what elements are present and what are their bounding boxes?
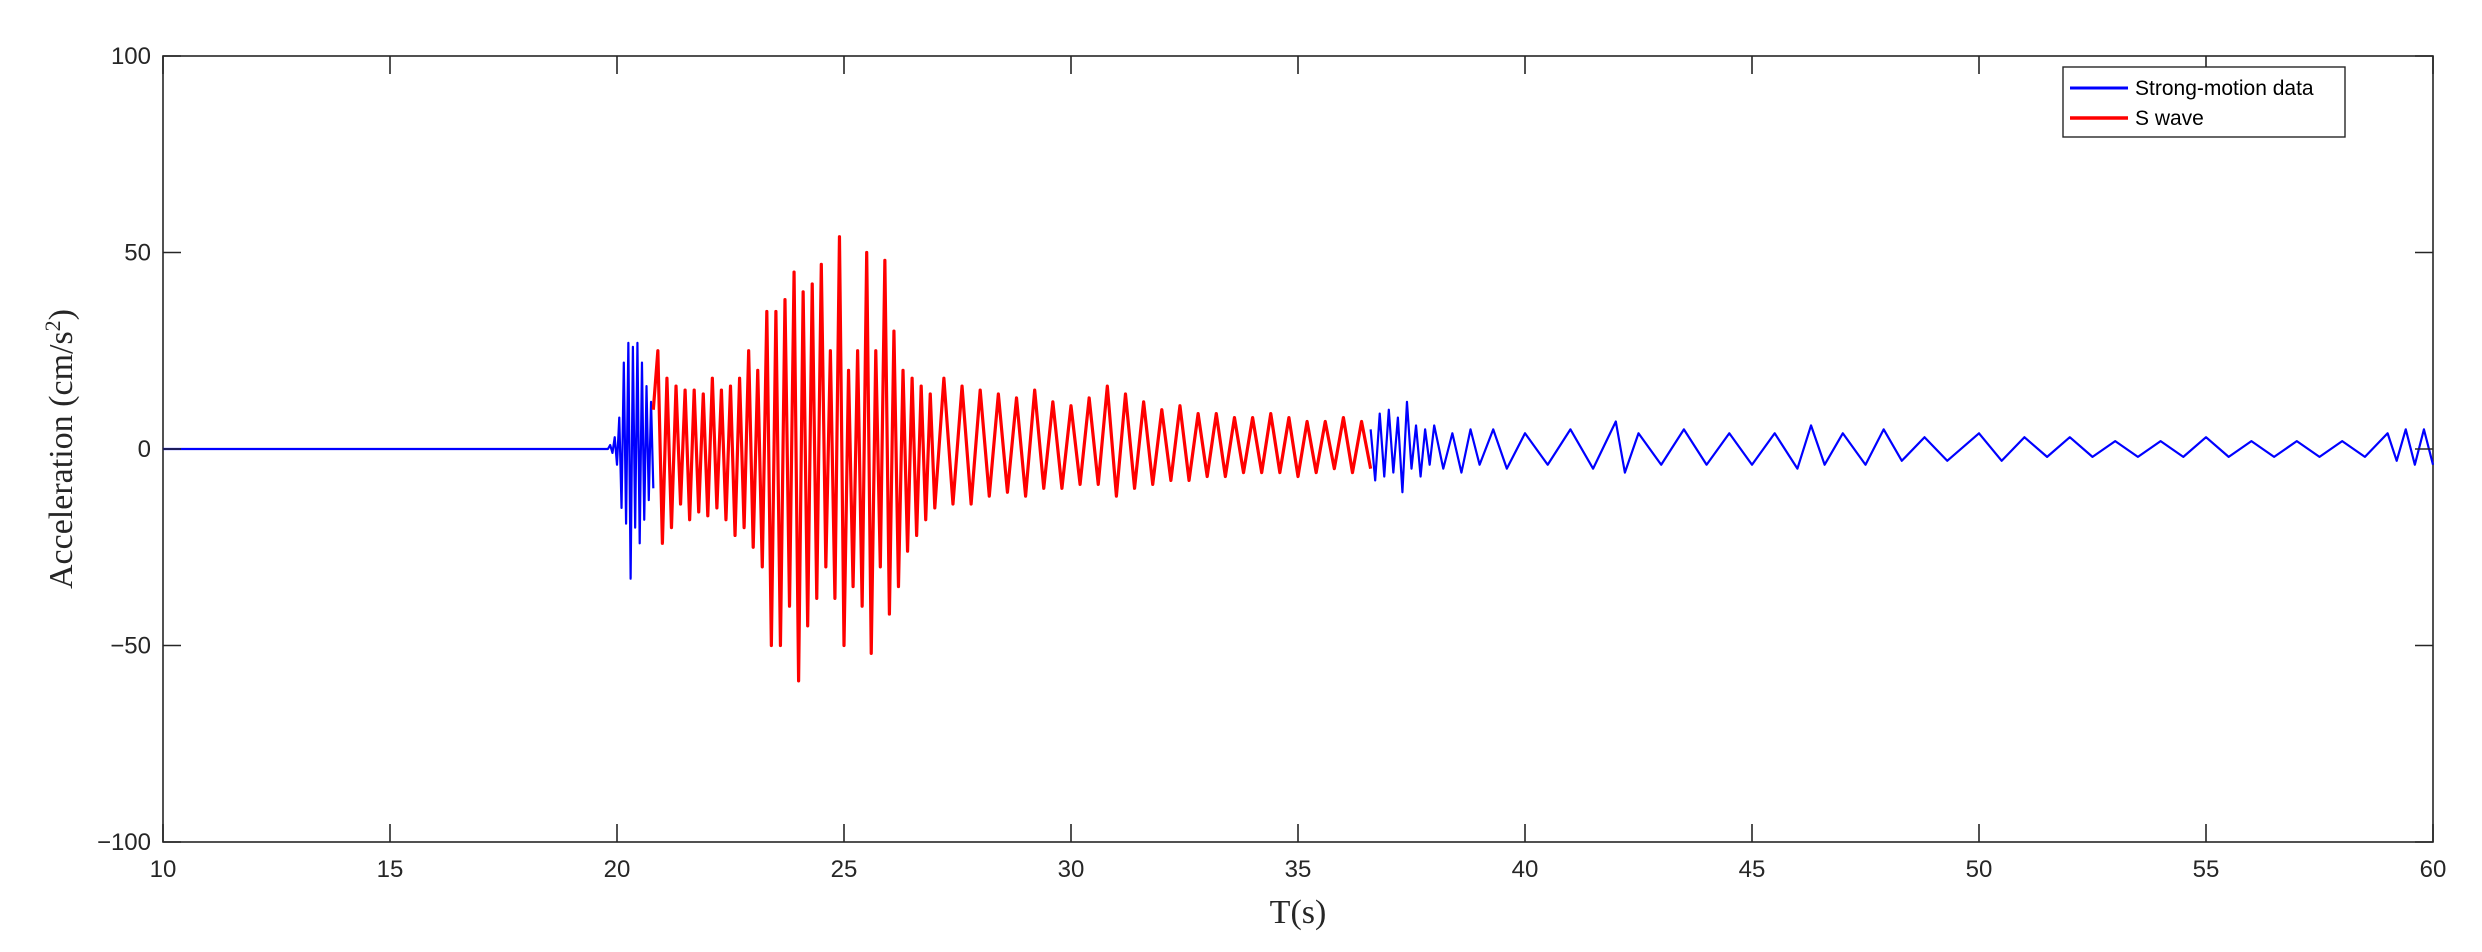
x-tick-label: 40 bbox=[1512, 856, 1539, 883]
legend-label-s-wave: S wave bbox=[2135, 107, 2204, 130]
y-axis-title-main: Acceleration (cm/s bbox=[43, 331, 80, 589]
y-tick-label: 50 bbox=[124, 240, 151, 267]
y-tick-label: 0 bbox=[138, 436, 151, 463]
x-tick-label: 35 bbox=[1285, 856, 1312, 883]
x-tick-label: 50 bbox=[1966, 856, 1993, 883]
x-tick-label: 10 bbox=[150, 856, 177, 883]
x-tick-label: 55 bbox=[2193, 856, 2220, 883]
legend: Strong-motion data S wave bbox=[2062, 66, 2346, 138]
x-axis-title: T(s) bbox=[1270, 894, 1327, 931]
series-line bbox=[651, 235, 1373, 683]
x-tick-label: 30 bbox=[1058, 856, 1085, 883]
tick-labels-layer: 10 15 20 25 30 35 40 45 50 55 60 −100 −50 0 50 100 bbox=[97, 43, 2446, 883]
series-line bbox=[163, 341, 655, 580]
series-s-wave bbox=[651, 235, 1373, 683]
y-tick-label: −50 bbox=[110, 633, 151, 660]
series-layer bbox=[163, 235, 2435, 683]
series-strong-motion bbox=[163, 341, 2435, 580]
x-tick-label: 60 bbox=[2420, 856, 2447, 883]
x-tick-label: 15 bbox=[377, 856, 404, 883]
series-line bbox=[1369, 400, 2435, 494]
y-axis-title-close: ) bbox=[43, 309, 80, 320]
y-tick-label: −100 bbox=[97, 829, 151, 856]
y-axis-title-sup: 2 bbox=[40, 320, 65, 331]
ticks-layer bbox=[162, 55, 2434, 843]
plot-area bbox=[162, 55, 2435, 843]
legend-box bbox=[2062, 66, 2346, 138]
x-tick-label: 25 bbox=[831, 856, 858, 883]
x-tick-label: 45 bbox=[1739, 856, 1766, 883]
y-axis-title: Acceleration (cm/s2) bbox=[40, 309, 80, 589]
y-tick-label: 100 bbox=[111, 43, 151, 70]
legend-label-strong-motion: Strong-motion data bbox=[2135, 77, 2314, 100]
x-tick-label: 20 bbox=[604, 856, 631, 883]
